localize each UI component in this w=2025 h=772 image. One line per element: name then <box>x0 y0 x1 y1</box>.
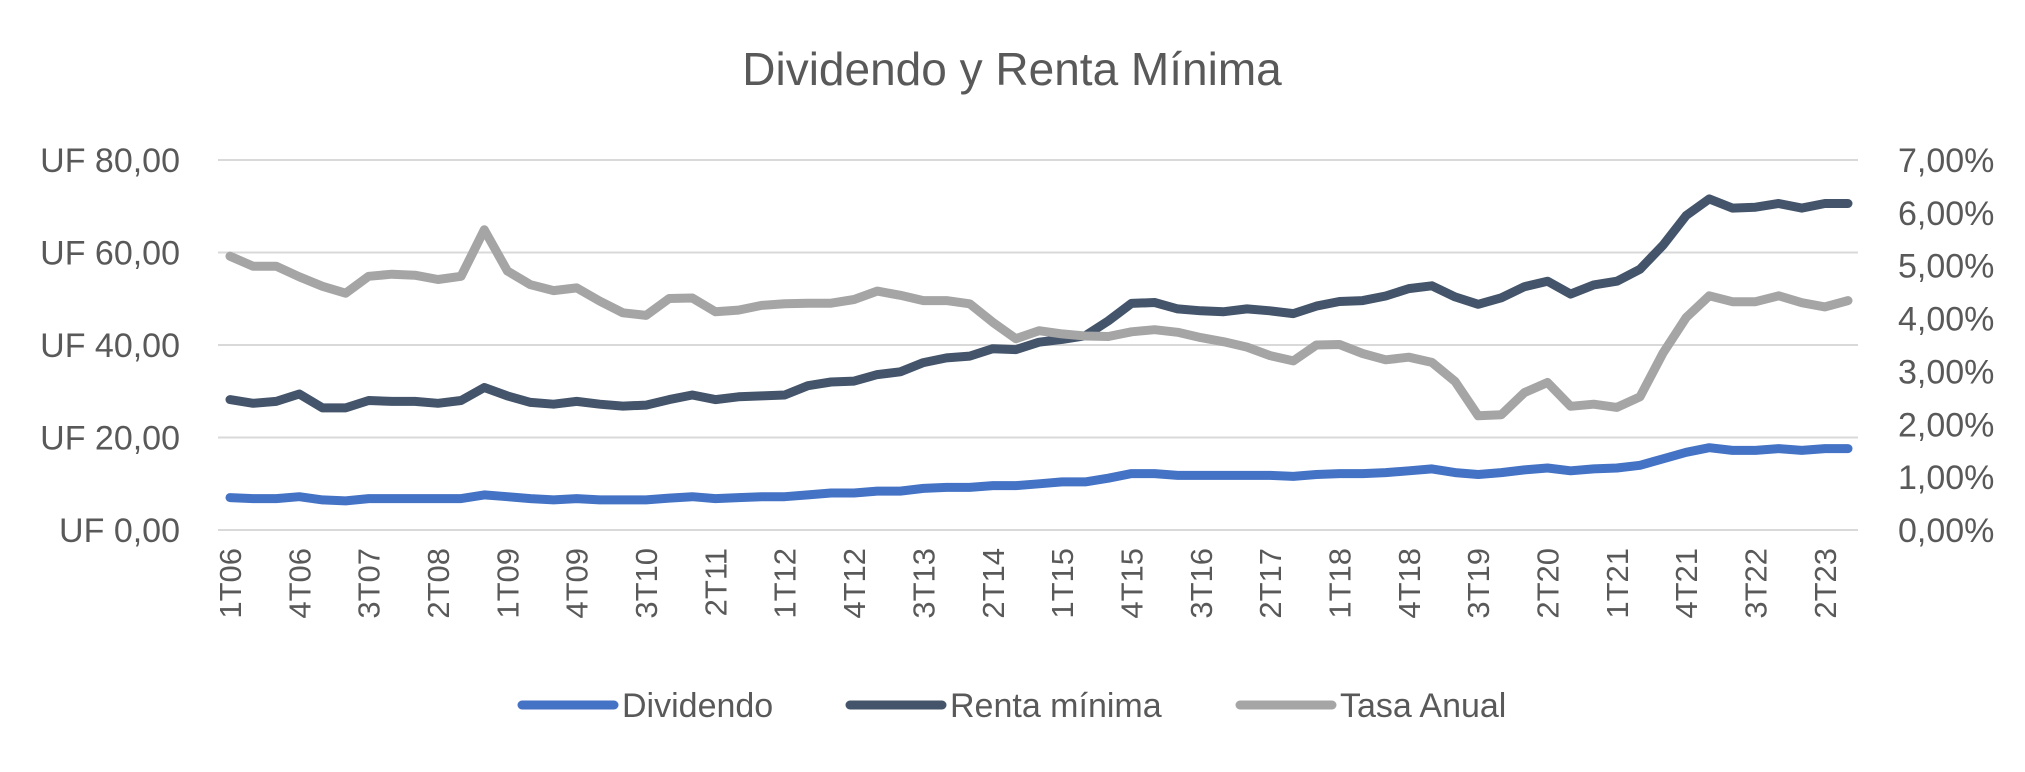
legend: Dividendo Renta mínima Tasa Anual <box>517 687 1506 725</box>
left-axis: UF 0,00 UF 20,00 UF 40,00 UF 60,00 UF 80,00 <box>40 142 180 550</box>
x-tick-label: 3T22 <box>1739 548 1774 619</box>
x-tick-label: 3T16 <box>1184 548 1219 619</box>
x-tick-label: 2T17 <box>1253 548 1288 619</box>
right-tick-label: 0,00% <box>1898 512 1994 550</box>
right-tick-label: 4,00% <box>1898 301 1994 339</box>
legend-label-dividendo: Dividendo <box>622 687 773 725</box>
x-tick-label: 4T18 <box>1392 548 1427 619</box>
left-tick-label: UF 20,00 <box>40 420 180 458</box>
x-tick-label: 2T20 <box>1531 548 1566 619</box>
x-tick-label: 1T12 <box>768 548 803 619</box>
left-tick-label: UF 80,00 <box>40 142 180 180</box>
right-axis: 0,00% 1,00% 2,00% 3,00% 4,00% 5,00% 6,00% 7,00% <box>1898 142 1994 550</box>
chart-title: Dividendo y Renta Mínima <box>742 43 1282 95</box>
x-tick-label: 2T08 <box>421 548 456 619</box>
x-tick-label: 1T18 <box>1322 548 1357 619</box>
series-line-renta-m-nima <box>225 194 1853 413</box>
legend-label-renta-m-nima: Renta mínima <box>950 687 1162 725</box>
x-tick-label: 4T09 <box>560 548 595 619</box>
left-tick-label: UF 60,00 <box>40 235 180 273</box>
x-axis: 1T06 4T06 3T07 2T08 1T09 4T09 3T10 2T11 1T12 4T12… <box>213 548 1843 619</box>
x-tick-label: 2T23 <box>1808 548 1843 619</box>
x-tick-label: 2T11 <box>698 548 733 616</box>
x-tick-label: 4T06 <box>282 548 317 619</box>
right-tick-label: 2,00% <box>1898 406 1994 444</box>
left-tick-label: UF 0,00 <box>59 512 180 550</box>
x-tick-label: 3T19 <box>1461 548 1496 619</box>
right-tick-label: 5,00% <box>1898 248 1994 286</box>
x-tick-label: 3T13 <box>906 548 941 619</box>
x-tick-label: 1T06 <box>213 548 248 619</box>
x-tick-label: 3T10 <box>629 548 664 619</box>
x-tick-label: 1T21 <box>1600 548 1635 619</box>
series-lines <box>225 194 1853 506</box>
x-tick-label: 1T15 <box>1045 548 1080 619</box>
right-tick-label: 7,00% <box>1898 142 1994 180</box>
legend-label-tasa-anual: Tasa Anual <box>1340 687 1506 725</box>
left-tick-label: UF 40,00 <box>40 327 180 365</box>
right-tick-label: 6,00% <box>1898 195 1994 233</box>
x-tick-label: 4T21 <box>1669 548 1704 619</box>
x-tick-label: 3T07 <box>352 548 387 619</box>
x-tick-label: 1T09 <box>490 548 525 619</box>
right-tick-label: 1,00% <box>1898 459 1994 497</box>
right-tick-label: 3,00% <box>1898 353 1994 391</box>
x-tick-label: 4T15 <box>1114 548 1149 619</box>
series-line-dividendo <box>225 443 1853 506</box>
x-tick-label: 4T12 <box>837 548 872 619</box>
x-tick-label: 2T14 <box>976 548 1011 619</box>
series-line-tasa-anual <box>225 225 1853 421</box>
